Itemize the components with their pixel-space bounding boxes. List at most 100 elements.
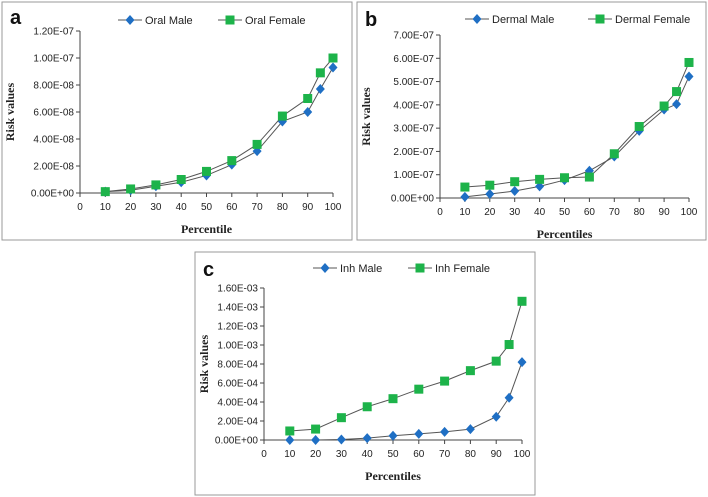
data-point xyxy=(517,296,527,306)
x-axis-label: Percentile xyxy=(181,222,233,236)
x-tick-label: 0 xyxy=(261,449,267,460)
data-point xyxy=(285,426,295,436)
y-tick-label: 2.00E-08 xyxy=(33,162,74,173)
y-tick-label: 0.00E+00 xyxy=(391,194,435,205)
y-tick-label: 6.00E-08 xyxy=(33,108,74,119)
data-point xyxy=(510,177,520,187)
x-tick-label: 70 xyxy=(252,202,264,213)
legend-label: Dermal Female xyxy=(615,14,690,26)
data-point xyxy=(315,68,325,78)
legend-marker xyxy=(415,263,425,273)
data-point xyxy=(684,71,694,82)
data-point xyxy=(465,424,475,435)
data-point xyxy=(672,99,682,110)
data-point xyxy=(535,174,545,184)
x-tick-label: 80 xyxy=(465,449,477,460)
y-tick-label: 3.00E-07 xyxy=(393,124,434,135)
x-tick-label: 30 xyxy=(336,449,348,460)
x-tick-label: 70 xyxy=(439,449,451,460)
y-tick-label: 0.00E+00 xyxy=(31,189,75,200)
data-point xyxy=(100,187,110,197)
data-point xyxy=(672,87,682,97)
data-point xyxy=(362,433,372,444)
data-point xyxy=(328,62,338,73)
data-point xyxy=(510,186,520,197)
panel-frame xyxy=(194,251,536,496)
data-point xyxy=(285,435,295,445)
legend-marker xyxy=(595,14,605,24)
y-tick-label: 1.40E-03 xyxy=(217,303,258,314)
data-point xyxy=(336,413,346,423)
y-tick-label: 8.00E-08 xyxy=(33,81,74,92)
data-point xyxy=(414,384,424,394)
legend-marker xyxy=(472,14,482,24)
x-tick-label: 40 xyxy=(534,207,546,218)
x-tick-label: 20 xyxy=(484,207,496,218)
data-point xyxy=(311,424,321,434)
y-tick-label: 1.00E-07 xyxy=(33,54,74,65)
y-tick-label: 5.00E-07 xyxy=(393,77,434,88)
data-point xyxy=(440,376,450,386)
y-tick-label: 1.20E-07 xyxy=(33,27,74,38)
data-point xyxy=(362,402,372,412)
legend-label: Dermal Male xyxy=(492,14,554,26)
y-tick-label: 4.00E-08 xyxy=(33,135,74,146)
legend-label: Inh Male xyxy=(340,263,382,275)
data-point xyxy=(303,94,313,103)
panel-frame xyxy=(356,1,707,241)
data-point xyxy=(176,175,186,184)
y-tick-label: 1.00E-07 xyxy=(393,170,434,181)
x-tick-label: 60 xyxy=(584,207,596,218)
x-tick-label: 50 xyxy=(201,202,213,213)
x-tick-label: 0 xyxy=(437,207,443,218)
x-tick-label: 80 xyxy=(277,202,289,213)
x-tick-label: 100 xyxy=(514,449,531,460)
data-point xyxy=(227,156,237,166)
data-point xyxy=(277,111,287,121)
y-tick-label: 1.20E-03 xyxy=(217,322,258,333)
data-point xyxy=(311,435,321,445)
x-tick-label: 10 xyxy=(459,207,471,218)
data-point xyxy=(465,366,475,376)
x-tick-label: 10 xyxy=(284,449,296,460)
data-point xyxy=(315,84,325,95)
data-point xyxy=(485,189,495,200)
legend-marker xyxy=(320,263,330,273)
data-point xyxy=(388,430,398,441)
data-point xyxy=(491,411,501,422)
legend-label: Oral Male xyxy=(145,15,193,27)
data-point xyxy=(634,122,644,132)
y-tick-label: 2.00E-07 xyxy=(393,147,434,158)
data-point xyxy=(328,53,338,63)
x-tick-label: 30 xyxy=(150,202,162,213)
x-tick-label: 90 xyxy=(302,202,314,213)
data-point xyxy=(336,434,346,445)
data-point xyxy=(388,394,398,404)
data-point xyxy=(659,101,669,111)
data-point xyxy=(151,180,161,190)
y-tick-label: 8.00E-04 xyxy=(217,360,258,371)
data-point xyxy=(460,191,470,202)
x-tick-label: 100 xyxy=(681,207,698,218)
data-point xyxy=(252,139,262,149)
y-axis-label: Risk values xyxy=(3,83,17,142)
x-axis-label: Percentiles xyxy=(537,227,593,241)
data-point xyxy=(504,392,514,403)
x-tick-label: 20 xyxy=(310,449,322,460)
panel-label: c xyxy=(203,259,214,281)
data-point xyxy=(517,357,527,368)
x-tick-label: 70 xyxy=(609,207,621,218)
data-point xyxy=(584,172,594,182)
x-tick-label: 90 xyxy=(491,449,503,460)
x-tick-label: 90 xyxy=(659,207,671,218)
data-point xyxy=(414,428,424,439)
x-tick-label: 80 xyxy=(634,207,646,218)
data-point xyxy=(684,57,694,67)
legend-marker xyxy=(125,15,135,25)
y-tick-label: 6.00E-07 xyxy=(393,54,434,65)
data-point xyxy=(303,107,313,117)
panel-label: b xyxy=(365,9,377,31)
y-tick-label: 6.00E-04 xyxy=(217,379,258,390)
y-tick-label: 0.00E+00 xyxy=(215,436,259,447)
data-point xyxy=(560,173,569,183)
